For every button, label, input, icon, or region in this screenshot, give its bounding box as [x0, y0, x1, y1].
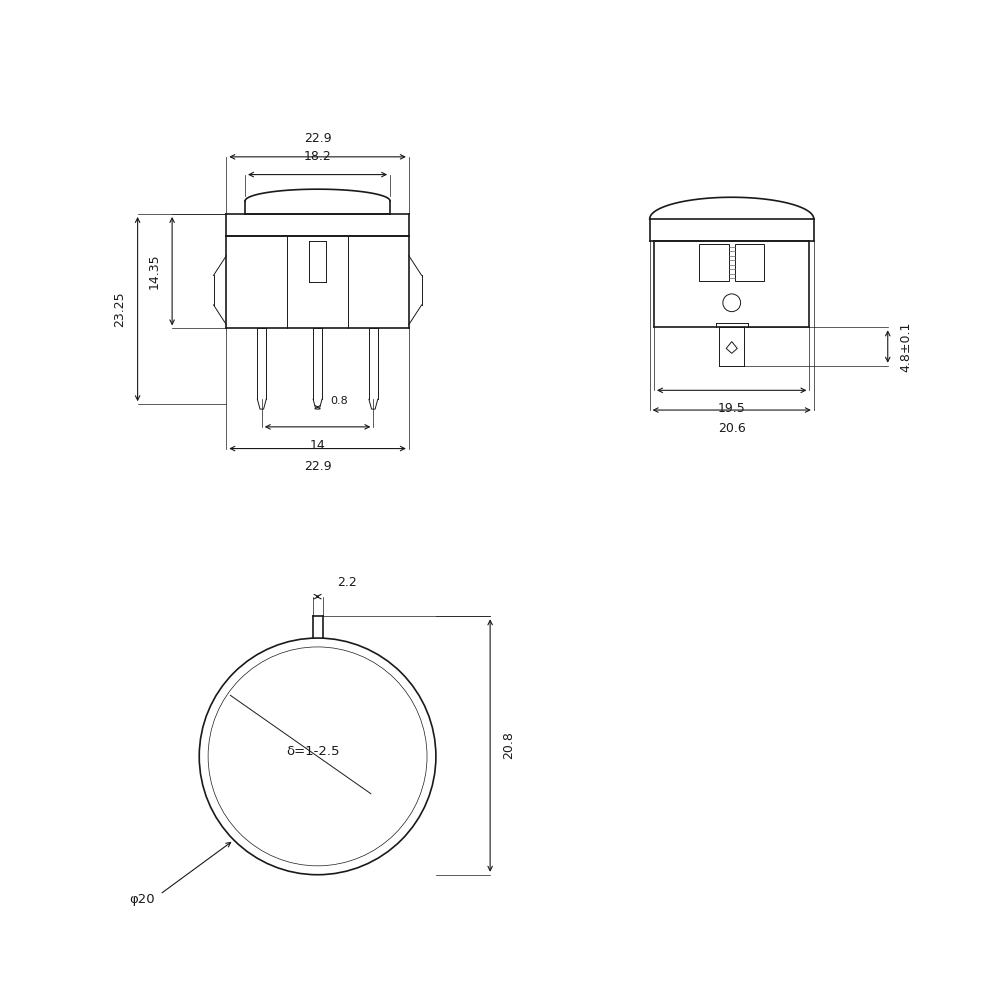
Text: δ=1-2.5: δ=1-2.5 [286, 745, 339, 758]
Text: 19.5: 19.5 [718, 402, 746, 415]
Text: 20.6: 20.6 [718, 422, 746, 435]
Bar [699, 244, 729, 281]
Text: 23.25: 23.25 [113, 291, 126, 327]
Text: 22.9: 22.9 [304, 132, 331, 145]
Text: 22.9: 22.9 [304, 460, 331, 473]
Text: 4.8±0.1: 4.8±0.1 [900, 321, 913, 372]
Text: 2.2: 2.2 [337, 576, 357, 589]
Text: 0.8: 0.8 [330, 396, 348, 406]
Text: 18.2: 18.2 [304, 150, 331, 163]
Text: 14: 14 [310, 439, 325, 452]
Text: 14.35: 14.35 [147, 253, 160, 289]
Text: 20.8: 20.8 [502, 732, 515, 759]
Text: φ20: φ20 [129, 893, 155, 906]
Bar [735, 244, 764, 281]
